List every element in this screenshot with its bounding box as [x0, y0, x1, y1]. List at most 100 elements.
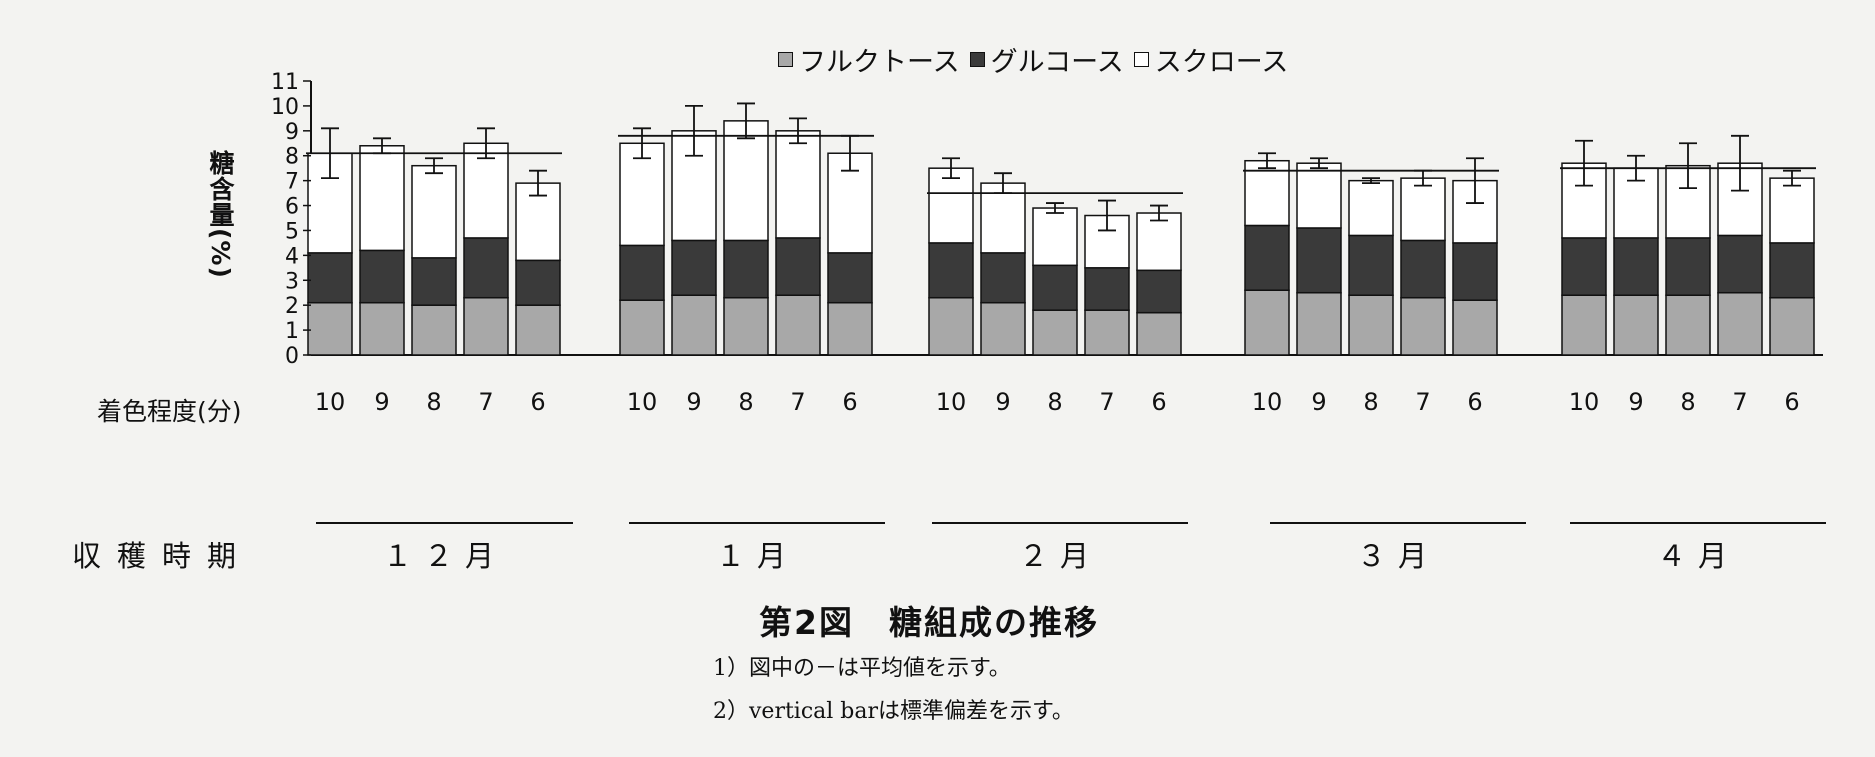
bar-segment-fructose [1717, 291, 1763, 356]
month-label-mar: ３月 [1356, 539, 1439, 573]
month-underline-feb [932, 522, 1188, 524]
bar-segment-sucrose [1296, 162, 1342, 229]
y-axis-label: 糖含量(%) [206, 150, 235, 279]
month-label-jan: １月 [715, 539, 798, 573]
color-grade-label: 8 [1363, 388, 1378, 416]
bar-segment-glucose [1717, 234, 1763, 294]
bar-segment-glucose [359, 249, 405, 304]
harvest-period-label: 収穫時期 [72, 539, 253, 573]
legend-label-fructose: フルクトース [799, 47, 960, 78]
error-bars [321, 102, 1801, 232]
bar-segment-fructose [1613, 294, 1659, 356]
month-label-feb: ２月 [1018, 539, 1101, 573]
bar-segment-fructose [463, 296, 509, 356]
bar-segment-sucrose [619, 142, 665, 247]
bar-segment-glucose [980, 252, 1026, 304]
y-tick-label: 7 [285, 170, 299, 195]
bar-segment-glucose [619, 244, 665, 301]
color-grade-label: 10 [1252, 388, 1283, 416]
bar-segment-fructose [1032, 309, 1078, 356]
legend-item-glucose: グルコース [969, 40, 1124, 79]
color-grade-label: 7 [1732, 388, 1747, 416]
bar-segment-glucose [515, 259, 561, 306]
bar-segment-glucose [723, 239, 769, 299]
bar-segment-fructose [619, 299, 665, 356]
bar-segment-fructose [671, 294, 717, 356]
color-grade-label: 6 [1151, 388, 1166, 416]
bar-segment-fructose [827, 301, 873, 356]
bar-segment-glucose [1769, 242, 1815, 299]
month-underline-dec [316, 522, 573, 524]
bar-segment-glucose [1296, 227, 1342, 294]
month-underline-jan [629, 522, 885, 524]
y-tick-label: 4 [285, 244, 299, 269]
color-grade-label: 7 [1099, 388, 1114, 416]
color-grade-label: 8 [1680, 388, 1695, 416]
month-label-apr: ４月 [1656, 539, 1739, 573]
bar-segment-glucose [411, 257, 457, 306]
color-grade-label: 10 [315, 388, 346, 416]
bar-segment-glucose [827, 252, 873, 304]
bar-segment-fructose [928, 296, 974, 356]
y-tick-label: 0 [285, 344, 299, 369]
month-label-dec: １２月 [382, 539, 506, 573]
bar-segment-fructose [980, 301, 1026, 356]
note-2: 2）vertical barは標準偏差を示す。 [713, 699, 1074, 724]
color-grade-label: 9 [374, 388, 389, 416]
color-grade-label: 7 [790, 388, 805, 416]
y-tick-label: 6 [285, 195, 299, 220]
month-underline-apr [1570, 522, 1826, 524]
y-tick-label: 3 [285, 269, 299, 294]
bar-segment-fructose [1244, 289, 1290, 356]
legend-swatch-glucose [969, 52, 985, 67]
y-tick-label: 8 [285, 145, 299, 170]
bar-segment-sucrose [411, 164, 457, 259]
bar-segment-fructose [1136, 311, 1182, 356]
color-grade-label: 8 [738, 388, 753, 416]
bar-segment-fructose [359, 301, 405, 356]
bar-segment-sucrose [928, 167, 974, 244]
y-tick-label: 5 [285, 219, 299, 244]
bar-segment-glucose [928, 242, 974, 299]
color-grade-label: 7 [478, 388, 493, 416]
bars [307, 120, 1815, 356]
bar-segment-sucrose [723, 120, 769, 242]
bar-segment-glucose [1400, 239, 1446, 299]
color-grade-label: 8 [1047, 388, 1062, 416]
bar-segment-glucose [1136, 269, 1182, 314]
color-grade-label: 9 [686, 388, 701, 416]
color-grade-label: 9 [1311, 388, 1326, 416]
color-grade-label: 6 [1784, 388, 1799, 416]
bar-segment-fructose [775, 294, 821, 356]
x-axis-label: 着色程度(分) [97, 397, 242, 426]
note-1: 1）図中の－は平均値を示す。 [713, 656, 1011, 681]
color-grade-label: 8 [426, 388, 441, 416]
y-tick-label: 11 [271, 70, 299, 95]
bar-segment-glucose [1244, 224, 1290, 291]
bar-segment-glucose [775, 237, 821, 296]
bar-segment-glucose [1613, 237, 1659, 296]
bar-segment-sucrose [1348, 179, 1394, 237]
bar-segment-fructose [411, 304, 457, 356]
legend: フルクトース グルコース スクロース [778, 40, 1298, 79]
bar-segment-sucrose [775, 130, 821, 239]
y-tick-label: 2 [285, 294, 299, 319]
bar-segment-fructose [515, 304, 561, 356]
bar-segment-sucrose [1400, 177, 1446, 242]
color-grade-label: 10 [1569, 388, 1600, 416]
legend-item-fructose: フルクトース [778, 40, 960, 79]
bar-segment-fructose [1296, 291, 1342, 356]
color-grade-label: 6 [1467, 388, 1482, 416]
color-grade-label: 9 [1628, 388, 1643, 416]
legend-swatch-sucrose [1133, 52, 1149, 67]
color-grade-label: 9 [995, 388, 1010, 416]
bar-segment-glucose [1561, 237, 1607, 296]
color-grade-label: 6 [530, 388, 545, 416]
bar-segment-glucose [1665, 237, 1711, 296]
bar-segment-glucose [463, 237, 509, 299]
bar-segment-fructose [1769, 296, 1815, 356]
color-grade-label: 6 [842, 388, 857, 416]
bar-segment-fructose [723, 296, 769, 356]
